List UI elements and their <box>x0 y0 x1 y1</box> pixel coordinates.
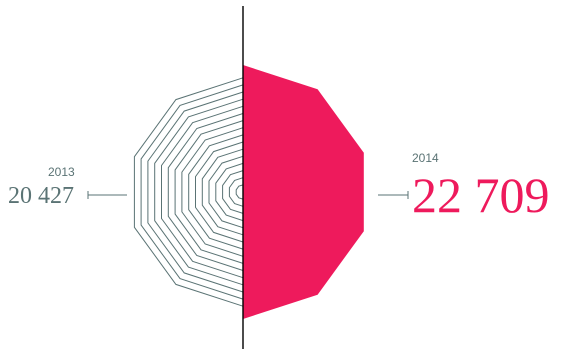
left-ring-12 <box>161 105 244 279</box>
left-ring-8 <box>188 134 244 250</box>
left-ring-14 <box>147 91 244 293</box>
left-ring-13 <box>154 98 244 286</box>
left-ring-2 <box>228 177 244 207</box>
right-value-label: 22 709 <box>412 167 550 223</box>
left-polygon-rings-2013 <box>133 77 244 307</box>
left-year-label: 2013 <box>48 165 75 179</box>
left-ring-1 <box>235 184 244 200</box>
left-value-label: 20 427 <box>8 183 74 209</box>
left-ring-11 <box>167 113 244 271</box>
left-ring-16 <box>133 77 244 307</box>
left-ring-9 <box>181 127 244 257</box>
left-ring-6 <box>201 148 244 236</box>
left-ring-7 <box>195 141 244 243</box>
left-ring-15 <box>140 84 244 300</box>
right-polygon-2014 <box>243 65 364 319</box>
left-ring-3 <box>222 170 244 214</box>
left-ring-5 <box>208 155 244 229</box>
left-ring-10 <box>174 120 244 264</box>
right-year-label: 2014 <box>412 151 439 165</box>
left-ring-4 <box>215 162 244 222</box>
